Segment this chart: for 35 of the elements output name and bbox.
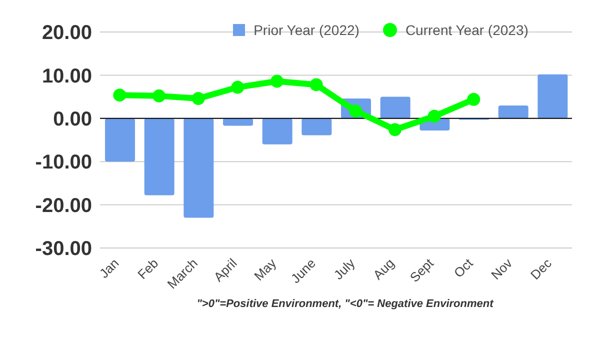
bar: [262, 118, 292, 144]
x-tick-label: Jan: [96, 256, 122, 281]
x-tick-label: Oct: [450, 255, 476, 280]
x-tick-label: Aug: [370, 256, 398, 282]
y-tick-label: 0.00: [53, 108, 92, 130]
point: [231, 80, 244, 94]
bar: [223, 118, 253, 126]
point: [467, 92, 480, 106]
y-tick-label: 20.00: [42, 22, 92, 44]
bar: [538, 74, 568, 118]
y-tick-label: -20.00: [35, 194, 92, 217]
bar: [144, 118, 174, 196]
x-tick-label: July: [330, 255, 358, 282]
x-tick-label: Dec: [527, 255, 555, 282]
legend-label: Current Year (2023): [404, 22, 528, 38]
bar: [380, 96, 410, 118]
bar: [105, 118, 135, 162]
y-tick-label: -10.00: [35, 152, 92, 174]
point: [152, 89, 166, 102]
bar: [184, 118, 214, 218]
text: ">0"=Positive Environment, "<0"= Negative Environment: [196, 298, 494, 310]
x-tick-label: May: [251, 255, 280, 284]
x-tick-label: Feb: [134, 256, 162, 282]
point: [113, 88, 126, 102]
point: [192, 92, 205, 106]
y-tick-label: 10.00: [42, 65, 92, 88]
x-tick-label: Nov: [488, 255, 516, 282]
bar: [498, 105, 528, 118]
legend-label: Prior Year (2022): [252, 22, 360, 38]
point: [310, 78, 323, 92]
bar: [302, 118, 332, 136]
point: [428, 110, 441, 123]
point: [388, 123, 402, 136]
y-tick-label: -30.00: [35, 238, 92, 260]
point: [270, 74, 284, 88]
